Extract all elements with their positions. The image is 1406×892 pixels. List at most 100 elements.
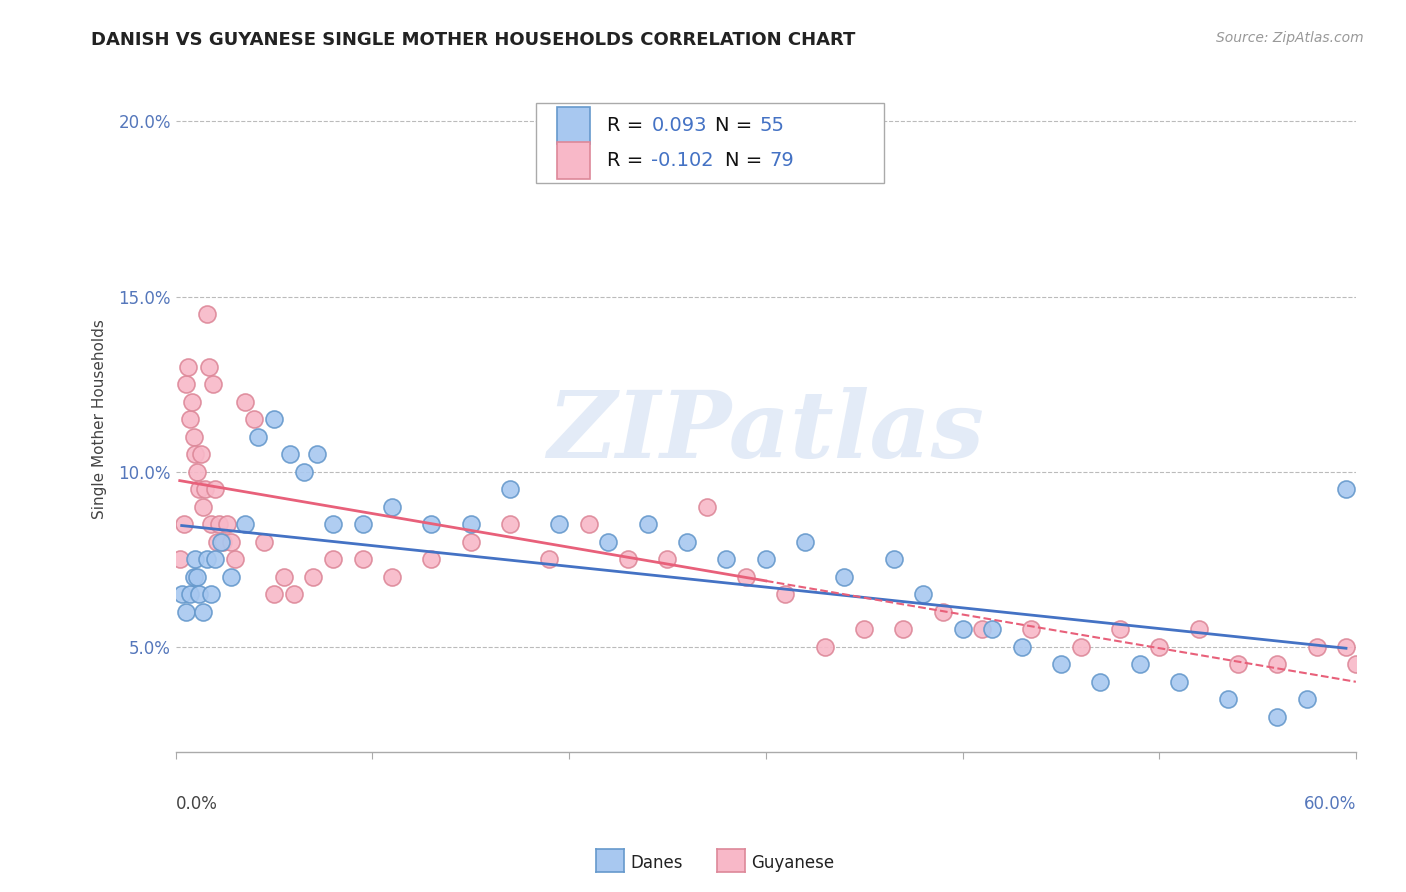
Point: [1344, 657, 1367, 672]
Point: [814, 640, 837, 654]
Point: [174, 377, 197, 392]
Point: [932, 605, 955, 619]
Point: [180, 394, 202, 409]
Point: [205, 534, 228, 549]
Point: [188, 482, 211, 496]
Bar: [557, 142, 591, 178]
Point: [1305, 640, 1327, 654]
Point: [183, 430, 205, 444]
Text: 0.0%: 0.0%: [176, 795, 218, 814]
Point: [302, 570, 325, 584]
Point: [322, 517, 344, 532]
Point: [173, 517, 195, 532]
Point: [460, 517, 482, 532]
Point: [1147, 640, 1170, 654]
Point: [617, 552, 640, 566]
Point: [755, 552, 778, 566]
Point: [283, 587, 305, 601]
Point: [195, 552, 218, 566]
Point: [381, 570, 404, 584]
Text: -0.102: -0.102: [651, 151, 714, 170]
Point: [273, 570, 295, 584]
Text: DANISH VS GUYANESE SINGLE MOTHER HOUSEHOLDS CORRELATION CHART: DANISH VS GUYANESE SINGLE MOTHER HOUSEHO…: [91, 31, 856, 49]
Point: [381, 500, 404, 514]
Point: [179, 412, 201, 426]
Point: [204, 482, 226, 496]
Point: [1108, 623, 1130, 637]
Point: [1128, 657, 1150, 672]
Point: [219, 570, 242, 584]
Bar: [536, 103, 884, 183]
Point: [212, 534, 235, 549]
Point: [952, 623, 974, 637]
Text: Source: ZipAtlas.com: Source: ZipAtlas.com: [1216, 31, 1364, 45]
Point: [538, 552, 561, 566]
Point: [219, 534, 242, 549]
Point: [735, 570, 758, 584]
Point: [194, 482, 217, 496]
Y-axis label: Single Mother Households: Single Mother Households: [93, 319, 107, 519]
Point: [1069, 640, 1091, 654]
Text: R =: R =: [606, 151, 650, 170]
Point: [292, 465, 315, 479]
Point: [193, 605, 215, 619]
Point: [200, 587, 222, 601]
Point: [208, 517, 231, 532]
Point: [1334, 482, 1357, 496]
Point: [794, 534, 817, 549]
Point: [981, 623, 1004, 637]
Point: [972, 623, 994, 637]
Point: [322, 552, 344, 566]
Point: [1265, 657, 1288, 672]
Point: [1295, 692, 1317, 706]
Point: [1187, 623, 1209, 637]
Point: [233, 394, 256, 409]
Point: [893, 623, 915, 637]
Point: [420, 552, 443, 566]
Point: [1265, 710, 1288, 724]
Point: [1088, 674, 1111, 689]
Point: [169, 552, 191, 566]
Point: [1167, 674, 1189, 689]
Point: [202, 377, 225, 392]
Point: [224, 552, 246, 566]
Text: 79: 79: [769, 151, 794, 170]
Point: [204, 552, 226, 566]
Point: [186, 570, 208, 584]
Point: [578, 517, 600, 532]
Point: [420, 517, 443, 532]
Point: [1216, 692, 1239, 706]
Point: [460, 534, 482, 549]
Point: [598, 534, 620, 549]
Point: [184, 447, 207, 461]
Point: [183, 570, 205, 584]
Point: [716, 552, 738, 566]
Point: [834, 570, 856, 584]
Point: [1011, 640, 1033, 654]
Point: [676, 534, 699, 549]
Point: [188, 587, 211, 601]
Text: 60.0%: 60.0%: [1303, 795, 1355, 814]
Point: [263, 412, 285, 426]
Point: [696, 500, 718, 514]
Text: N =: N =: [716, 116, 759, 135]
Point: [195, 307, 218, 321]
Point: [198, 359, 221, 374]
Bar: [557, 107, 591, 144]
Point: [190, 447, 212, 461]
Text: Danes: Danes: [630, 854, 682, 871]
Text: Guyanese: Guyanese: [751, 854, 834, 871]
Point: [193, 500, 215, 514]
Point: [209, 534, 232, 549]
Point: [499, 517, 522, 532]
Point: [263, 587, 285, 601]
Point: [184, 552, 207, 566]
Point: [499, 482, 522, 496]
Point: [247, 430, 270, 444]
Point: [657, 552, 679, 566]
Text: ZIPatlas: ZIPatlas: [547, 387, 984, 477]
Point: [352, 517, 374, 532]
Point: [912, 587, 935, 601]
Point: [233, 517, 256, 532]
Text: N =: N =: [724, 151, 768, 170]
